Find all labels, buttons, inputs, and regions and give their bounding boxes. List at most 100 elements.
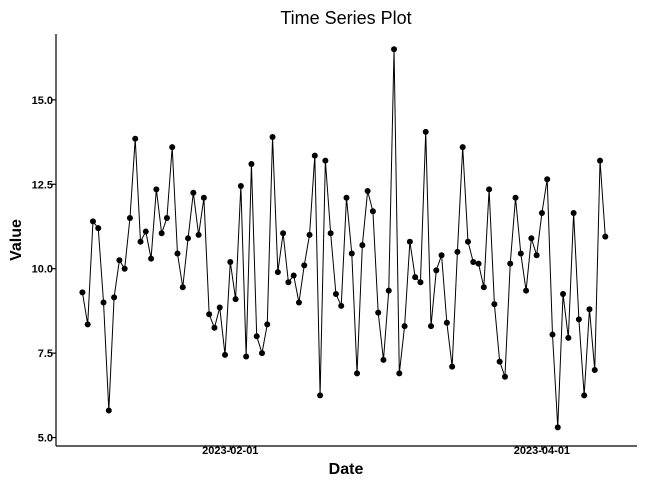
data-point <box>544 176 551 183</box>
y-tick-label: 7.5 <box>38 348 53 360</box>
data-point <box>538 209 545 216</box>
chart-title: Time Series Plot <box>280 8 411 28</box>
data-point <box>84 321 91 328</box>
data-point <box>443 319 450 326</box>
data-point <box>560 291 567 298</box>
data-point <box>153 186 160 193</box>
data-point <box>280 230 287 237</box>
data-point <box>417 279 424 286</box>
data-point <box>343 194 350 201</box>
data-point <box>222 351 229 358</box>
data-point <box>517 250 524 257</box>
data-point <box>602 233 609 240</box>
y-axis-ticks: 5.0 7.5 10.0 12.5 15.0 <box>32 95 56 445</box>
data-point <box>295 299 302 306</box>
data-point <box>459 144 466 151</box>
data-point <box>274 269 281 276</box>
data-point <box>480 284 487 291</box>
data-point <box>364 188 371 195</box>
x-axis-label: Date <box>329 461 364 478</box>
data-point <box>332 291 339 298</box>
data-point <box>248 161 255 168</box>
y-tick-label: 10.0 <box>32 264 53 276</box>
data-point <box>105 407 112 414</box>
y-axis-label: Value <box>8 219 25 261</box>
data-point <box>216 304 223 311</box>
data-point <box>338 302 345 309</box>
data-point <box>533 252 540 259</box>
data-point <box>581 392 588 399</box>
data-point <box>454 248 461 255</box>
data-point <box>121 265 128 272</box>
data-point <box>597 157 604 164</box>
data-point <box>486 186 493 193</box>
data-point <box>306 231 313 238</box>
data-point <box>396 370 403 377</box>
data-point <box>438 252 445 259</box>
data-point <box>190 189 197 196</box>
data-point <box>169 144 176 151</box>
data-point <box>301 262 308 269</box>
data-point <box>132 135 139 142</box>
data-point <box>496 358 503 365</box>
data-point <box>253 333 260 340</box>
data-point <box>528 235 535 242</box>
data-point <box>200 194 207 201</box>
data-point <box>269 134 276 140</box>
data-point <box>549 331 556 338</box>
data-point <box>317 392 324 399</box>
data-point <box>111 294 118 301</box>
data-point <box>591 367 598 374</box>
data-point <box>491 301 498 308</box>
data-point <box>401 323 408 330</box>
data-point <box>523 287 530 294</box>
data-point <box>375 309 382 316</box>
data-point <box>126 215 133 222</box>
x-tick-label: 2023-02-01 <box>202 445 258 457</box>
data-point <box>179 284 186 291</box>
data-point <box>95 225 102 232</box>
data-point <box>428 323 435 330</box>
data-point <box>258 350 265 357</box>
data-point <box>369 208 376 215</box>
data-point <box>227 258 234 265</box>
data-point <box>185 235 192 242</box>
y-tick-label: 5.0 <box>38 433 53 445</box>
data-point <box>285 279 292 286</box>
data-point <box>433 267 440 274</box>
data-point <box>237 182 244 189</box>
data-point <box>449 363 456 370</box>
data-point <box>148 255 155 262</box>
data-point <box>422 128 429 135</box>
data-point <box>137 238 144 245</box>
data-point <box>575 316 582 323</box>
x-tick-label: 2023-04-01 <box>514 445 570 457</box>
data-point <box>290 272 297 279</box>
data-point <box>174 250 181 257</box>
data-point <box>380 356 387 363</box>
data-point <box>470 258 477 265</box>
data-point <box>79 289 86 296</box>
x-axis-ticks: 2023-02-01 2023-04-01 <box>202 445 570 457</box>
data-point <box>586 306 593 313</box>
data-point <box>385 287 392 294</box>
y-tick-label: 15.0 <box>32 95 53 107</box>
data-point <box>89 218 96 225</box>
data-point <box>322 157 329 164</box>
data-point <box>163 215 170 222</box>
data-point <box>142 228 149 235</box>
data-point <box>264 321 271 328</box>
data-point <box>512 194 519 201</box>
data-point <box>354 370 361 377</box>
data-point <box>206 311 213 318</box>
data-point <box>570 209 577 216</box>
data-point <box>565 334 572 341</box>
data-point <box>327 230 334 237</box>
data-point <box>554 424 561 431</box>
data-point <box>232 296 239 303</box>
data-point <box>348 250 355 257</box>
data-point <box>243 353 250 360</box>
data-point <box>475 260 482 267</box>
data-point <box>211 324 218 331</box>
